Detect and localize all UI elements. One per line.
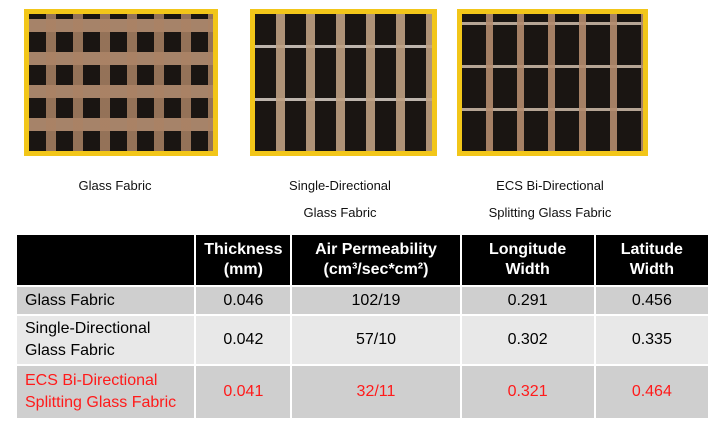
- latitude-width-cell: 0.456: [593, 285, 711, 316]
- caption-line: Splitting Glass Fabric: [488, 205, 612, 220]
- longitude-width-cell: 0.291: [459, 285, 596, 316]
- caption-ecs-bi-directional: ECS Bi-Directional Splitting Glass Fabric: [460, 172, 640, 226]
- table-row: Single-Directional Glass Fabric 0.042 57/…: [14, 314, 711, 366]
- header-row: Thickness (mm) Air Permeability (cm³/sec*c…: [14, 233, 711, 287]
- caption-line: Glass Fabric: [303, 205, 377, 220]
- latitude-width-cell: 0.335: [593, 314, 711, 366]
- fabric-comparison-table: Thickness (mm) Air Permeability (cm³/sec*c…: [14, 233, 711, 420]
- header-thickness: Thickness (mm): [194, 233, 293, 287]
- row-name: Glass Fabric: [14, 285, 197, 316]
- thickness-cell: 0.041: [194, 364, 293, 420]
- single-directional-glass-fabric-image: [250, 9, 437, 156]
- caption-line: Single-Directional: [289, 178, 391, 193]
- table-row-highlighted: ECS Bi-Directional Splitting Glass Fabric…: [14, 364, 711, 420]
- table-row: Glass Fabric 0.046 102/19 0.291 0.456: [14, 285, 711, 316]
- latitude-width-cell: 0.464: [593, 364, 711, 420]
- row-name: Single-Directional Glass Fabric: [14, 314, 197, 366]
- header-latitude-width: Latitude Width: [593, 233, 711, 287]
- ecs-bi-directional-glass-fabric-image: [457, 9, 648, 156]
- header-empty: [14, 233, 197, 287]
- caption-line: ECS Bi-Directional: [496, 178, 604, 193]
- thickness-cell: 0.042: [194, 314, 293, 366]
- caption-glass-fabric: Glass Fabric: [40, 172, 190, 199]
- longitude-width-cell: 0.321: [459, 364, 596, 420]
- thickness-cell: 0.046: [194, 285, 293, 316]
- caption-line: Glass Fabric: [78, 178, 152, 193]
- header-air-permeability: Air Permeability (cm³/sec*cm²): [290, 233, 462, 287]
- air-permeability-cell: 32/11: [290, 364, 462, 420]
- row-name: ECS Bi-Directional Splitting Glass Fabric: [14, 364, 197, 420]
- air-permeability-cell: 102/19: [290, 285, 462, 316]
- air-permeability-cell: 57/10: [290, 314, 462, 366]
- header-longitude-width: Longitude Width: [459, 233, 596, 287]
- glass-fabric-image: [24, 9, 218, 156]
- longitude-width-cell: 0.302: [459, 314, 596, 366]
- caption-single-directional: Single-Directional Glass Fabric: [255, 172, 425, 226]
